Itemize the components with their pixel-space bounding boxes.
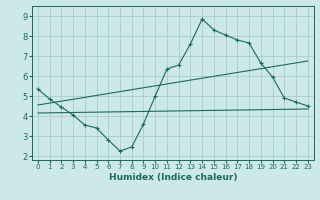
X-axis label: Humidex (Indice chaleur): Humidex (Indice chaleur) — [108, 173, 237, 182]
